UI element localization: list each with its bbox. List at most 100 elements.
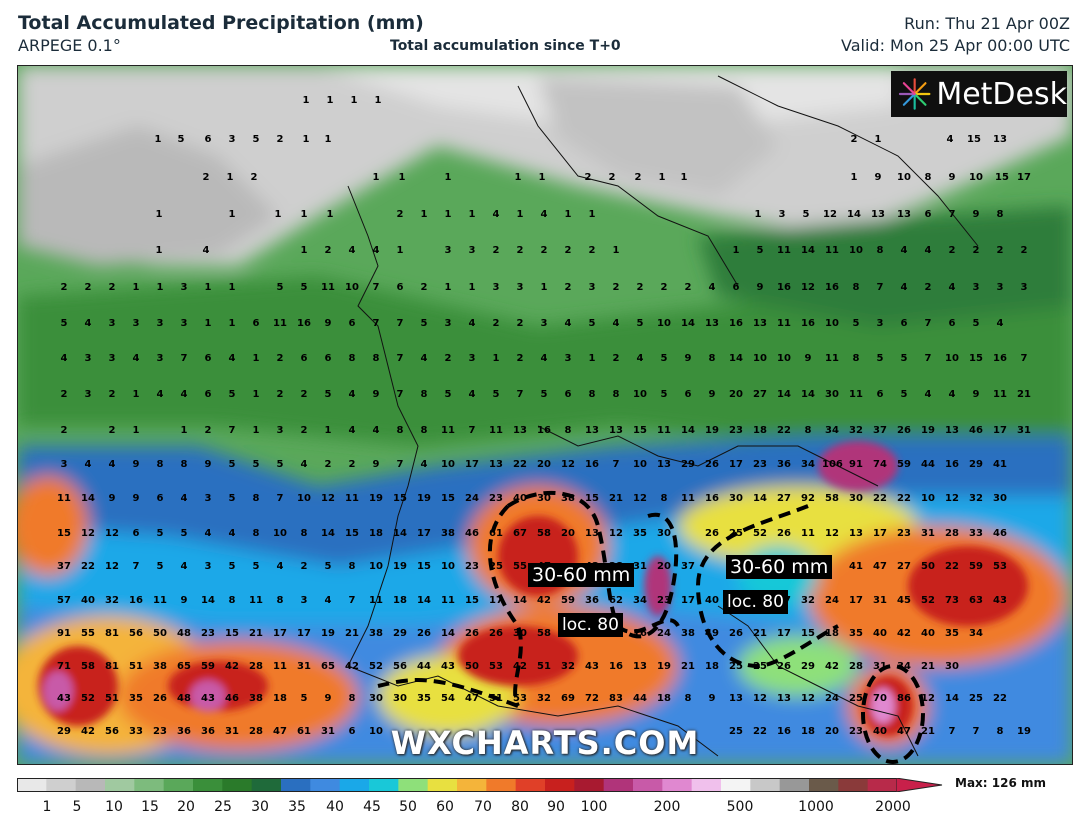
station-value: 12 — [945, 493, 959, 504]
station-value: 7 — [276, 493, 284, 504]
station-value: 15 — [969, 353, 983, 364]
scale-swatch — [398, 778, 429, 792]
station-value: 7 — [516, 389, 524, 400]
station-value: 5 — [252, 134, 260, 145]
station-value: 4 — [900, 282, 908, 293]
station-value: 1 — [350, 95, 358, 106]
station-value: 2 — [276, 389, 284, 400]
station-value: 19 — [1017, 726, 1031, 737]
station-value: 7 — [876, 282, 884, 293]
station-value: 5 — [802, 209, 810, 220]
callout-east-range: 30-60 mm — [726, 555, 833, 579]
station-value: 34 — [633, 595, 647, 606]
station-value: 1 — [228, 318, 236, 329]
station-value: 40 — [873, 726, 887, 737]
scale-arrow — [896, 778, 943, 792]
station-value: 3 — [468, 353, 476, 364]
station-value: 5 — [252, 561, 260, 572]
station-value: 1 — [396, 245, 404, 256]
station-value: 47 — [897, 726, 911, 737]
station-value: 18 — [801, 726, 815, 737]
station-value: 56 — [129, 628, 143, 639]
model-name: ARPEGE 0.1° — [18, 36, 121, 55]
station-value: 2 — [660, 282, 668, 293]
station-value: 2 — [324, 459, 332, 470]
station-value: 34 — [969, 628, 983, 639]
station-value: 16 — [801, 318, 815, 329]
station-value: 8 — [612, 389, 620, 400]
station-value: 1 — [874, 134, 882, 145]
station-value: 11 — [489, 425, 503, 436]
station-value: 11 — [657, 425, 671, 436]
station-value: 4 — [948, 389, 956, 400]
station-value: 1 — [444, 282, 452, 293]
station-value: 13 — [897, 209, 911, 220]
station-value: 83 — [609, 693, 623, 704]
max-value-label: Max: 126 mm — [955, 776, 1046, 790]
station-value: 20 — [657, 561, 671, 572]
station-value: 30 — [369, 693, 383, 704]
station-value: 5 — [228, 389, 236, 400]
station-value: 29 — [393, 628, 407, 639]
station-value: 14 — [513, 595, 527, 606]
station-value: 2 — [60, 282, 68, 293]
station-value: 20 — [729, 389, 743, 400]
station-value: 11 — [825, 353, 839, 364]
station-value: 7 — [396, 459, 404, 470]
scale-tick-label: 15 — [141, 799, 159, 815]
station-value: 8 — [564, 425, 572, 436]
station-value: 10 — [849, 245, 863, 256]
station-value: 6 — [924, 209, 932, 220]
station-value: 3 — [778, 209, 786, 220]
station-value: 4 — [180, 389, 188, 400]
station-value: 6 — [204, 134, 212, 145]
station-value: 35 — [849, 628, 863, 639]
station-value: 23 — [897, 528, 911, 539]
station-value: 7 — [396, 353, 404, 364]
station-value: 2 — [634, 172, 642, 183]
station-value: 58 — [537, 628, 551, 639]
scale-swatch — [867, 778, 897, 792]
station-value: 16 — [633, 628, 647, 639]
station-value: 26 — [729, 628, 743, 639]
station-value: 32 — [849, 425, 863, 436]
station-value: 8 — [156, 459, 164, 470]
station-value: 28 — [945, 528, 959, 539]
station-value: 31 — [633, 561, 647, 572]
station-value: 2 — [540, 245, 548, 256]
station-value: 11 — [273, 318, 287, 329]
station-value: 20 — [825, 726, 839, 737]
station-value: 9 — [708, 389, 716, 400]
station-value: 46 — [969, 425, 983, 436]
station-value: 2 — [60, 389, 68, 400]
station-value: 15 — [465, 595, 479, 606]
station-value: 3 — [60, 459, 68, 470]
station-value: 9 — [108, 493, 116, 504]
station-value: 16 — [705, 493, 719, 504]
station-value: 1 — [420, 209, 428, 220]
station-value: 7 — [948, 209, 956, 220]
station-value: 2 — [850, 134, 858, 145]
station-value: 4 — [60, 353, 68, 364]
station-value: 11 — [345, 493, 359, 504]
station-value: 8 — [996, 209, 1004, 220]
station-value: 38 — [249, 693, 263, 704]
station-value: 2 — [108, 425, 116, 436]
station-value: 1 — [132, 389, 140, 400]
station-value: 12 — [823, 209, 837, 220]
station-value: 2 — [276, 134, 284, 145]
station-value: 34 — [825, 425, 839, 436]
scale-swatch — [134, 778, 165, 792]
scale-swatch — [838, 778, 869, 792]
station-value: 81 — [105, 628, 119, 639]
station-value: 18 — [393, 595, 407, 606]
station-value: 5 — [156, 561, 164, 572]
precipitation-map[interactable]: 1 1 1 1 1 5 6 3 5 2 1 1 2 1 4 15 13 2 1 2 1 1 1 1 1 2 2 2 1 1 1 9 10 8 9 10… — [17, 65, 1073, 765]
station-value: 19 — [921, 425, 935, 436]
station-value: 61 — [489, 528, 503, 539]
station-value: 13 — [729, 693, 743, 704]
station-value: 8 — [708, 353, 716, 364]
station-value: 10 — [945, 353, 959, 364]
station-value: 16 — [993, 353, 1007, 364]
station-value: 3 — [84, 353, 92, 364]
